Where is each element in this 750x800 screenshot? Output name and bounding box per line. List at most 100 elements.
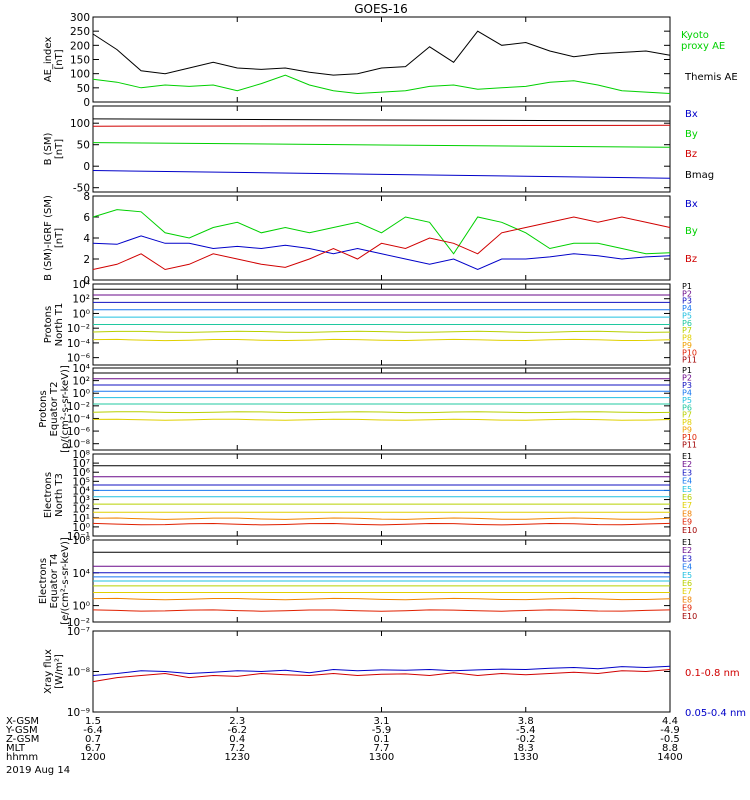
y-axis-label: [nT] bbox=[54, 228, 65, 248]
y-tick-label: -50 bbox=[73, 183, 90, 195]
x-row-value: 8.3 bbox=[518, 743, 534, 754]
legend-entry: P3 bbox=[682, 381, 692, 390]
y-tick-label: 10⁶ bbox=[72, 467, 90, 479]
figure-title: GOES-16 bbox=[354, 2, 408, 16]
y-axis-label: [nT] bbox=[54, 139, 65, 159]
x-row-value: 7.2 bbox=[229, 743, 245, 754]
legend-entry: E7 bbox=[682, 501, 692, 510]
x-row-value: 1400 bbox=[657, 752, 682, 763]
y-axis-label: North T3 bbox=[54, 473, 65, 517]
y-tick-label: 10² bbox=[72, 376, 90, 388]
x-row-value: -5.4 bbox=[516, 725, 536, 736]
legend-entry: By bbox=[685, 129, 698, 140]
y-tick-label: 10¹ bbox=[72, 513, 90, 525]
x-row-label: X-GSM bbox=[6, 716, 39, 727]
x-row-value: 7.7 bbox=[374, 743, 390, 754]
series-line bbox=[92, 669, 671, 683]
y-tick-label: 10⁷ bbox=[72, 458, 90, 470]
y-tick-label: 50 bbox=[77, 140, 90, 152]
channel-line-P8 bbox=[92, 338, 671, 342]
y-axis-label: Protons bbox=[43, 306, 54, 343]
y-tick-label: 10⁰ bbox=[72, 388, 90, 400]
channel-line-E9 bbox=[92, 609, 671, 612]
y-tick-label: 6 bbox=[83, 212, 90, 224]
y-axis-label: Electrons bbox=[38, 558, 49, 604]
legend-entry: P8 bbox=[682, 334, 692, 343]
x-row-value: 0.1 bbox=[374, 734, 390, 745]
legend-entry: P9 bbox=[682, 341, 692, 350]
y-tick-label: 200 bbox=[70, 40, 90, 52]
legend-entry: P10 bbox=[682, 433, 697, 442]
legend-entry: P8 bbox=[682, 418, 692, 427]
y-axis-label: AE_index bbox=[43, 37, 54, 83]
channel-line-P8 bbox=[92, 418, 671, 421]
y-axis-label: [W/m²] bbox=[54, 654, 65, 689]
x-row-label: MLT bbox=[6, 743, 26, 754]
series-line bbox=[92, 665, 671, 676]
y-tick-label: 10⁻⁸ bbox=[67, 667, 90, 679]
x-row-value: 2.3 bbox=[229, 716, 245, 727]
x-row-value: -0.5 bbox=[660, 734, 680, 745]
channel-line-P7 bbox=[92, 411, 671, 414]
series-line bbox=[92, 74, 671, 95]
channel-line-E8 bbox=[92, 517, 671, 520]
legend-entry: E2 bbox=[682, 460, 692, 469]
x-row-label: hhmm bbox=[6, 752, 38, 763]
x-row-value: 1330 bbox=[513, 752, 538, 763]
panel-3: 8 6 4 2 0 B (SM)-IGRF (SM) [nT] Bx By Bz bbox=[43, 191, 698, 287]
y-tick-label: 10⁵ bbox=[72, 476, 90, 488]
channel-line-P7 bbox=[92, 330, 671, 333]
panel-7: 10⁸ 10⁴ 10⁰ 10⁻² Electrons Equator T4 [e/(cm²-… bbox=[38, 535, 697, 629]
x-row-value: 1200 bbox=[80, 752, 105, 763]
series-line bbox=[92, 235, 671, 271]
series-line bbox=[92, 118, 671, 122]
legend-entry: P6 bbox=[682, 403, 692, 412]
legend-entry: Kyoto bbox=[681, 30, 709, 41]
x-row-value: 6.7 bbox=[85, 743, 101, 754]
legend-entry: P7 bbox=[682, 326, 692, 335]
legend-entry: E9 bbox=[682, 604, 692, 613]
series-line bbox=[92, 209, 671, 255]
y-tick-label: 300 bbox=[70, 12, 90, 24]
legend-entry: E3 bbox=[682, 468, 692, 477]
x-row-label: Y-GSM bbox=[5, 725, 38, 736]
y-tick-label: 150 bbox=[70, 55, 90, 67]
panel-2: 100 50 0 -50 B (SM) [nT] Bx By Bz Bmag bbox=[43, 105, 714, 195]
x-row-value: -5.9 bbox=[372, 725, 392, 736]
legend-entry: By bbox=[685, 226, 698, 237]
legend-entry: P10 bbox=[682, 348, 697, 357]
legend-entry: P4 bbox=[682, 304, 692, 313]
y-tick-label: 10⁸ bbox=[72, 449, 90, 461]
legend-entry: P11 bbox=[682, 441, 697, 450]
legend-entry: E8 bbox=[682, 595, 692, 604]
y-tick-label: 10⁴ bbox=[72, 363, 90, 375]
legend-entry: Bz bbox=[685, 149, 697, 160]
y-tick-label: 250 bbox=[70, 26, 90, 38]
x-row-label: Z-GSM bbox=[6, 734, 39, 745]
y-tick-label: 10⁻⁶ bbox=[67, 353, 90, 365]
y-tick-label: 10⁴ bbox=[72, 279, 90, 291]
legend-entry: E9 bbox=[682, 518, 692, 527]
x-row-value: 8.8 bbox=[662, 743, 678, 754]
legend-entry: 0.1-0.8 nm bbox=[685, 668, 740, 679]
y-tick-label: 4 bbox=[83, 233, 90, 245]
legend-entry: Bz bbox=[685, 254, 697, 265]
y-tick-label: 10⁴ bbox=[72, 568, 90, 580]
legend-entry: P4 bbox=[682, 388, 692, 397]
legend-entry: P11 bbox=[682, 356, 697, 365]
y-axis-label: [nT] bbox=[54, 49, 65, 69]
y-tick-label: 10⁻⁷ bbox=[67, 626, 90, 638]
legend-entry: P6 bbox=[682, 319, 692, 328]
y-tick-label: 10⁰ bbox=[72, 522, 90, 534]
panel-8: 10⁻⁷ 10⁻⁸ 10⁻⁹ Xray flux [W/m²] 0.1-0.8 nm 0.0… bbox=[43, 626, 746, 719]
y-tick-label: 100 bbox=[70, 69, 90, 81]
legend-entry: P3 bbox=[682, 297, 692, 306]
x-row-value: -6.2 bbox=[227, 725, 247, 736]
legend-entry: E10 bbox=[682, 612, 697, 621]
legend-entry: E5 bbox=[682, 571, 692, 580]
series-line bbox=[92, 30, 671, 76]
y-tick-label: 10² bbox=[72, 294, 90, 306]
legend-entry: E6 bbox=[682, 579, 692, 588]
